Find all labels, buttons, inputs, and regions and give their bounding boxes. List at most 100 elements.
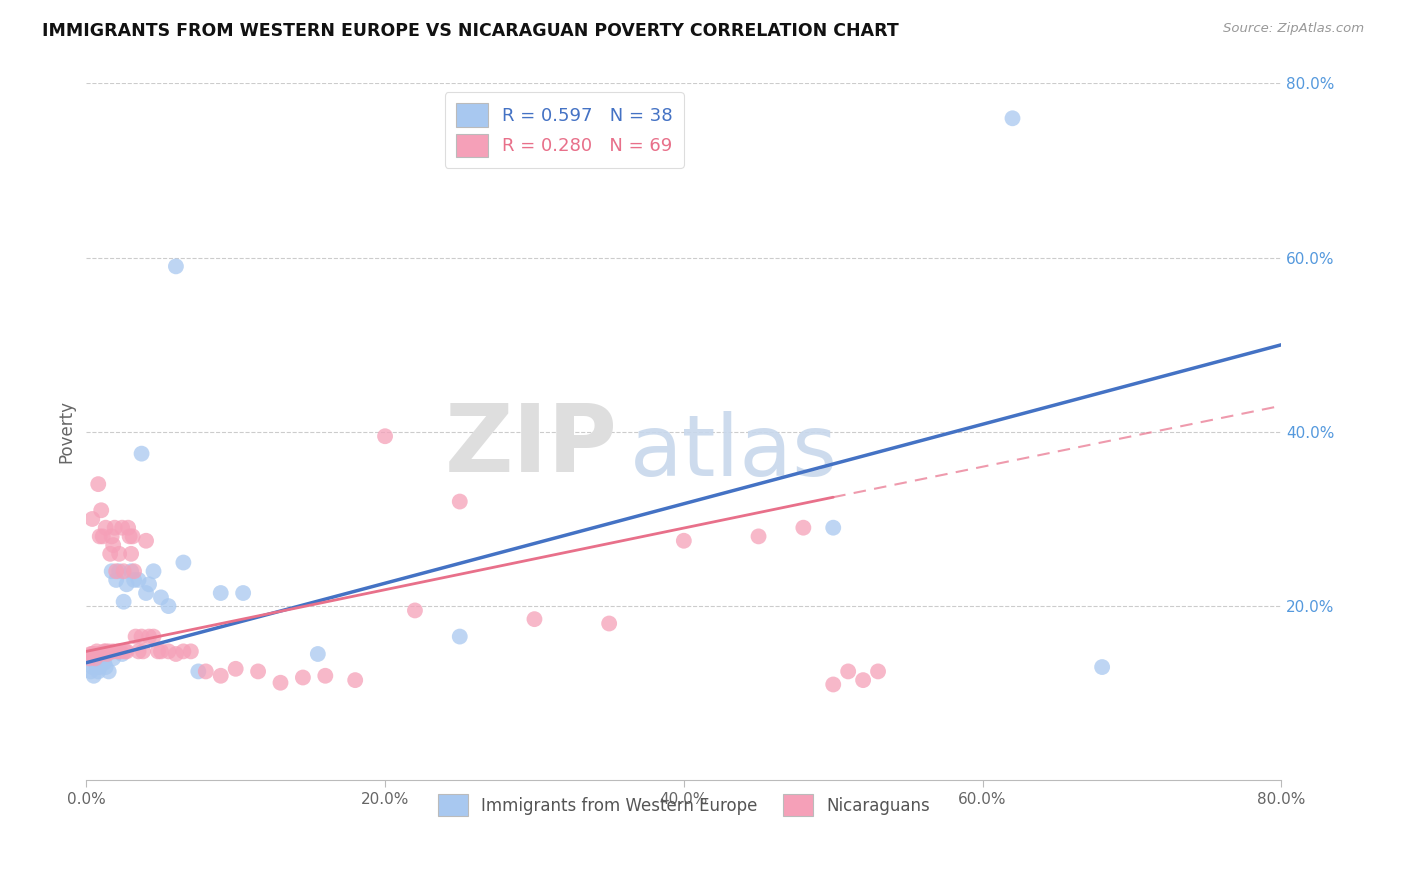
Point: [823, 521, 845, 535]
Text: ZIP: ZIP: [446, 400, 619, 491]
Point: [97, 665, 120, 679]
Point: [82, 647, 104, 661]
Point: [90, 503, 112, 517]
Point: [114, 644, 136, 658]
Point: [374, 429, 396, 443]
Point: [84, 651, 107, 665]
Point: [135, 533, 157, 548]
Point: [84, 651, 107, 665]
Point: [110, 644, 132, 658]
Point: [93, 644, 115, 658]
Point: [91, 651, 114, 665]
Point: [115, 577, 138, 591]
Point: [187, 665, 209, 679]
Point: [269, 675, 291, 690]
Point: [101, 538, 124, 552]
Point: [86, 660, 108, 674]
Point: [80, 665, 103, 679]
Point: [105, 564, 128, 578]
Point: [1091, 660, 1114, 674]
Point: [111, 647, 134, 661]
Point: [112, 595, 135, 609]
Point: [108, 564, 131, 578]
Point: [120, 547, 142, 561]
Point: [94, 644, 117, 658]
Point: [91, 529, 114, 543]
Point: [149, 644, 172, 658]
Point: [344, 673, 367, 687]
Point: [104, 521, 127, 535]
Point: [77, 651, 100, 665]
Point: [82, 660, 104, 674]
Point: [247, 665, 270, 679]
Point: [89, 529, 111, 543]
Point: [138, 630, 160, 644]
Point: [172, 556, 194, 570]
Point: [157, 599, 180, 613]
Legend: Immigrants from Western Europe, Nicaraguans: Immigrants from Western Europe, Nicaragu…: [430, 786, 938, 824]
Point: [131, 630, 153, 644]
Point: [117, 521, 139, 535]
Point: [112, 564, 135, 578]
Point: [124, 630, 146, 644]
Point: [672, 533, 695, 548]
Point: [96, 647, 118, 661]
Point: [101, 651, 124, 665]
Point: [748, 529, 770, 543]
Text: atlas: atlas: [630, 411, 838, 494]
Point: [111, 521, 134, 535]
Point: [122, 564, 145, 578]
Point: [209, 586, 232, 600]
Point: [80, 647, 103, 661]
Point: [94, 521, 117, 535]
Point: [138, 577, 160, 591]
Point: [404, 603, 426, 617]
Point: [87, 665, 110, 679]
Point: [449, 630, 471, 644]
Point: [307, 647, 329, 661]
Point: [523, 612, 546, 626]
Point: [823, 677, 845, 691]
Point: [90, 647, 112, 661]
Point: [868, 665, 890, 679]
Point: [165, 647, 187, 661]
Point: [852, 673, 875, 687]
Point: [100, 564, 122, 578]
Point: [172, 644, 194, 658]
Point: [1001, 112, 1024, 126]
Point: [87, 477, 110, 491]
Point: [120, 564, 142, 578]
Y-axis label: Poverty: Poverty: [58, 401, 75, 463]
Point: [108, 547, 131, 561]
Point: [101, 644, 124, 658]
Point: [121, 529, 143, 543]
Point: [107, 644, 129, 658]
Point: [132, 644, 155, 658]
Point: [89, 660, 111, 674]
Point: [115, 644, 138, 658]
Point: [100, 529, 122, 543]
Point: [105, 573, 128, 587]
Point: [598, 616, 620, 631]
Point: [97, 644, 120, 658]
Point: [194, 665, 217, 679]
Point: [291, 671, 314, 685]
Point: [87, 647, 110, 661]
Point: [232, 586, 254, 600]
Point: [86, 644, 108, 658]
Point: [314, 669, 336, 683]
Point: [146, 644, 169, 658]
Point: [142, 564, 165, 578]
Point: [83, 669, 105, 683]
Point: [118, 529, 141, 543]
Point: [131, 447, 153, 461]
Point: [128, 573, 150, 587]
Point: [122, 573, 145, 587]
Text: Source: ZipAtlas.com: Source: ZipAtlas.com: [1223, 22, 1364, 36]
Text: IMMIGRANTS FROM WESTERN EUROPE VS NICARAGUAN POVERTY CORRELATION CHART: IMMIGRANTS FROM WESTERN EUROPE VS NICARA…: [42, 22, 898, 40]
Point: [180, 644, 202, 658]
Point: [149, 591, 172, 605]
Point: [142, 630, 165, 644]
Point: [83, 647, 105, 661]
Point: [837, 665, 859, 679]
